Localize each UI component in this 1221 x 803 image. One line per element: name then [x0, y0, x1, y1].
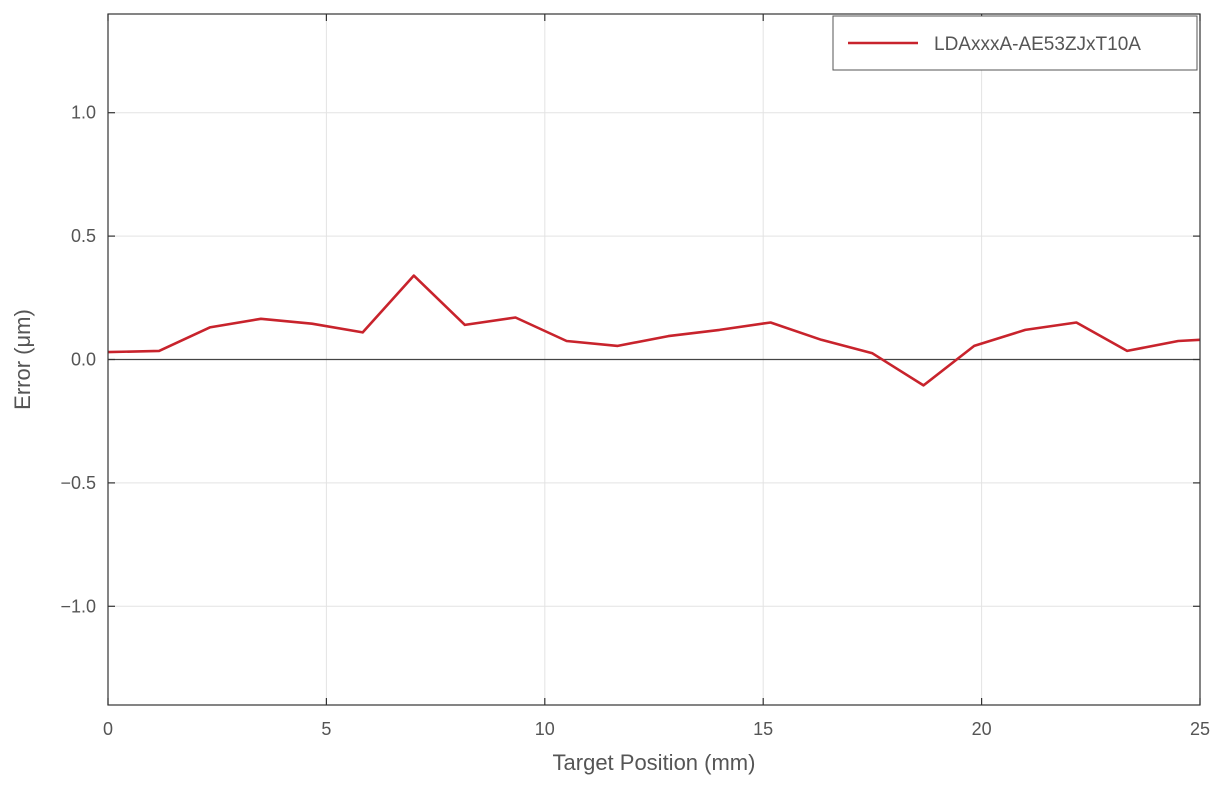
x-tick-label: 0: [103, 719, 113, 739]
y-tick-label: 0.0: [71, 350, 96, 370]
x-tick-label: 10: [535, 719, 555, 739]
x-axis-label: Target Position (mm): [553, 750, 756, 775]
y-tick-label: 0.5: [71, 226, 96, 246]
x-tick-label: 20: [972, 719, 992, 739]
legend-series-name: LDAxxxA-AE53ZJxT10A: [934, 34, 1141, 55]
tick-layer: 0 5 10 15 20 25 1.0 0.5 0.0 −0.5 −1.0: [60, 14, 1210, 739]
series-layer: [107, 274, 1201, 387]
series-line: [107, 274, 1201, 387]
y-axis-label: Error (μm): [10, 309, 35, 410]
x-tick-label: 25: [1190, 719, 1210, 739]
x-tick-label: 5: [321, 719, 331, 739]
y-tick-label: 1.0: [71, 103, 96, 123]
legend: LDAxxxA-AE53ZJxT10A: [832, 15, 1198, 71]
grid-layer: [108, 14, 1200, 705]
x-tick-label: 15: [753, 719, 773, 739]
y-tick-label: −1.0: [60, 596, 96, 616]
y-tick-label: −0.5: [60, 473, 96, 493]
